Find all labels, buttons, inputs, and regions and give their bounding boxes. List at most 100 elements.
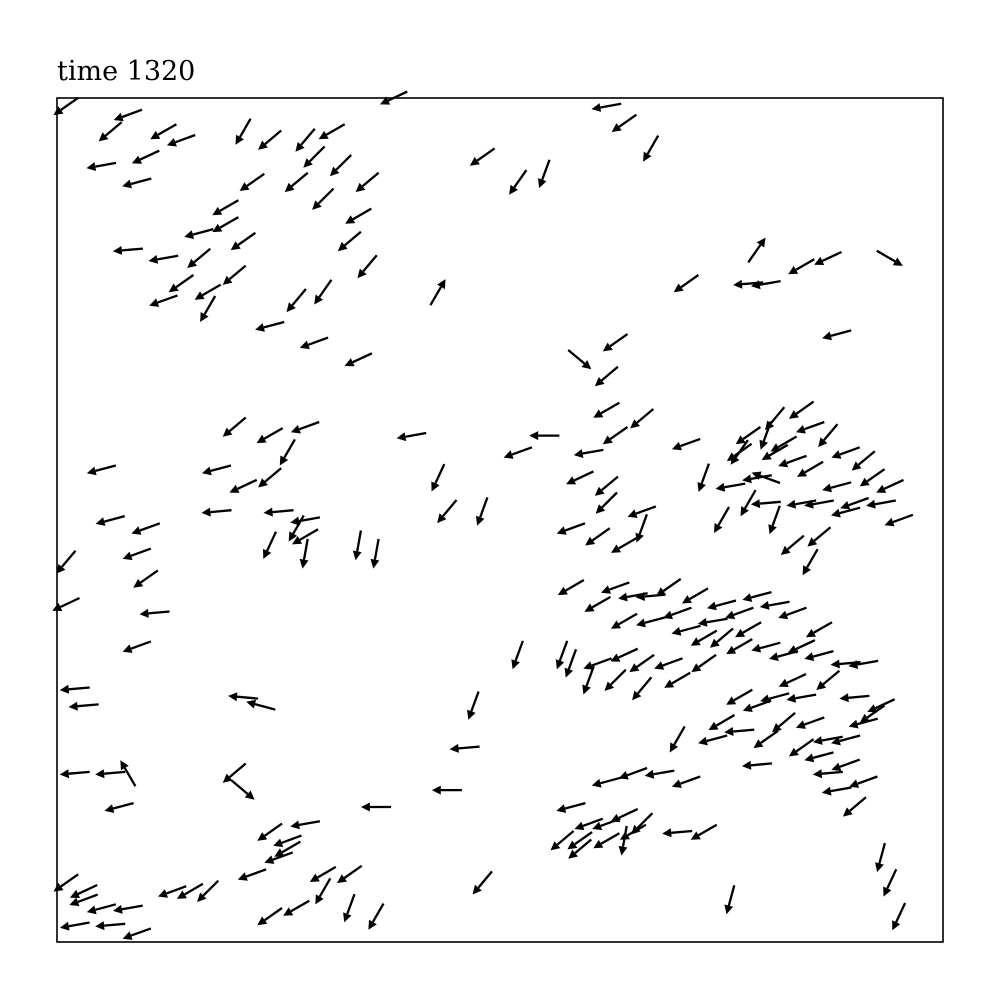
arrow-shaft — [821, 250, 842, 262]
arrow — [230, 231, 257, 251]
arrow — [573, 448, 604, 458]
arrow — [263, 507, 294, 517]
arrow-shaft — [68, 686, 90, 691]
arrow-head — [555, 659, 565, 670]
arrow — [113, 904, 143, 914]
arrow-head — [222, 427, 233, 437]
arrow-head — [228, 692, 238, 702]
arrow-shaft — [795, 639, 816, 651]
arrow-head — [299, 558, 309, 569]
arrow-head — [772, 723, 782, 733]
arrow — [730, 439, 749, 465]
arrow-head — [804, 652, 815, 661]
arrow — [859, 468, 886, 487]
arrow-shaft — [281, 834, 302, 844]
arrow — [158, 885, 187, 898]
arrow-shaft — [292, 514, 305, 535]
arrow-shaft — [157, 123, 177, 136]
arrow — [725, 606, 754, 620]
arrow-shaft — [609, 333, 629, 348]
arrow-shaft — [671, 829, 693, 834]
arrow-head — [730, 454, 740, 465]
arrow — [166, 133, 196, 147]
arrow-shaft — [210, 509, 232, 514]
arrow-shaft — [166, 885, 187, 895]
arrow-shaft — [638, 513, 648, 535]
arrow — [299, 538, 309, 569]
arrow-shaft — [644, 616, 666, 624]
arrow — [368, 903, 385, 930]
arrow — [263, 531, 278, 559]
arrow-shaft — [600, 401, 620, 415]
arrow-head — [194, 291, 205, 300]
arrow — [168, 274, 195, 293]
arrow — [669, 725, 686, 753]
arrow-head — [611, 620, 621, 629]
arrow-head — [831, 736, 841, 746]
arrow-head — [299, 340, 310, 350]
arrow — [673, 274, 700, 293]
arrow-shaft — [60, 873, 79, 888]
arrow-head — [593, 839, 604, 849]
arrow — [629, 653, 655, 673]
arrow-shaft — [373, 538, 380, 560]
arrow-head — [239, 182, 250, 191]
arrow — [122, 177, 152, 189]
arrow-head — [95, 517, 106, 526]
arrow-head — [724, 727, 734, 736]
arrow-shaft — [716, 627, 734, 643]
arrow-shaft — [600, 776, 622, 785]
arrow-head — [867, 704, 878, 713]
arrow-shaft — [759, 500, 781, 505]
arrow — [839, 693, 870, 703]
arrow-shaft — [565, 579, 585, 592]
arrow-head — [122, 179, 132, 189]
arrow-shaft — [637, 676, 653, 695]
arrow-head — [98, 132, 109, 142]
arrow — [201, 464, 232, 476]
arrow-shaft — [848, 496, 869, 507]
arrow-shaft — [291, 288, 307, 306]
arrow-head — [876, 484, 887, 493]
arrow-head — [583, 661, 594, 670]
arrow — [592, 817, 621, 831]
arrow-head — [618, 771, 629, 780]
arrow-shaft — [591, 595, 612, 609]
arrow-head — [611, 544, 621, 553]
arrow-head — [602, 342, 613, 352]
arrow-head — [59, 769, 70, 779]
arrow — [112, 246, 143, 255]
arrow — [556, 801, 586, 813]
arrow-shaft — [618, 113, 638, 128]
arrow-head — [751, 280, 761, 290]
arrow-head — [813, 736, 823, 745]
arrow-head — [53, 106, 64, 116]
arrow-shaft — [434, 463, 446, 484]
arrow-shaft — [343, 864, 363, 879]
arrow — [567, 831, 593, 850]
arrow-head — [735, 435, 746, 445]
arrow — [314, 279, 333, 305]
arrow-head — [892, 920, 901, 931]
arrow-head — [831, 762, 842, 772]
arrow-shaft — [601, 491, 618, 509]
arrow-head — [360, 802, 370, 812]
arrow-head — [352, 550, 362, 561]
arrow-shaft — [429, 286, 442, 306]
arrow-shaft — [352, 352, 373, 364]
arrow — [892, 902, 907, 931]
arrow — [257, 822, 283, 841]
arrow — [255, 320, 285, 332]
arrow-head — [714, 523, 723, 533]
arrow-head — [235, 134, 244, 145]
arrow-head — [778, 610, 789, 620]
arrow-head — [567, 840, 578, 850]
arrow-shaft — [662, 577, 682, 592]
arrow-head — [274, 848, 285, 857]
arrow — [122, 547, 152, 561]
arrow-shaft — [574, 838, 593, 854]
arrow-shaft — [298, 516, 321, 523]
arrow-head — [786, 499, 797, 509]
arrow-shaft — [121, 247, 143, 252]
